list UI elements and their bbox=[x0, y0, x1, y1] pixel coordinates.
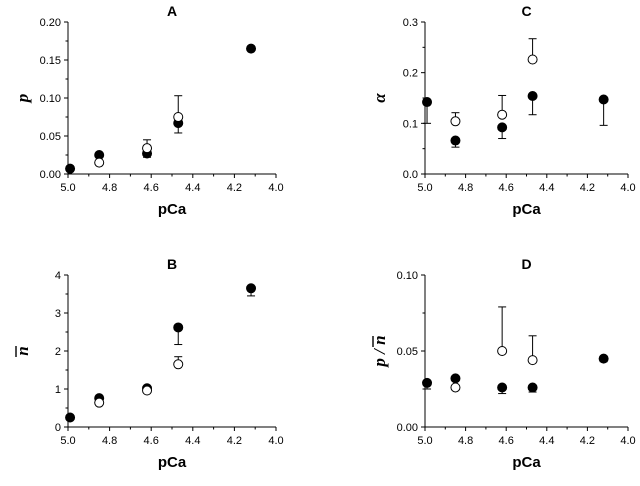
data-point-open bbox=[527, 54, 538, 65]
data-point-filled bbox=[246, 283, 257, 294]
panel-title: B bbox=[167, 256, 177, 272]
data-point-open bbox=[173, 359, 184, 370]
x-tick-label: 5.0 bbox=[60, 435, 75, 447]
y-tick-label: 0.05 bbox=[40, 131, 61, 143]
y-axis-label: p / n bbox=[370, 335, 389, 368]
x-tick-label: 4.6 bbox=[144, 435, 159, 447]
y-tick-label: 1 bbox=[55, 384, 61, 396]
x-axis-label: pCa bbox=[512, 201, 541, 218]
data-point-filled bbox=[65, 412, 76, 423]
data-point-open bbox=[94, 157, 105, 168]
x-tick-label: 4.6 bbox=[144, 182, 159, 194]
x-tick-label: 4.0 bbox=[620, 182, 635, 194]
data-point-filled bbox=[173, 322, 184, 333]
data-point-open bbox=[173, 112, 184, 122]
x-tick-label: 4.0 bbox=[268, 182, 283, 194]
x-tick-label: 5.0 bbox=[417, 182, 432, 194]
x-tick-label: 5.0 bbox=[60, 182, 75, 194]
y-tick-label: 0.0 bbox=[403, 169, 418, 181]
y-tick-label: 0.20 bbox=[40, 17, 61, 29]
x-tick-label: 4.2 bbox=[580, 435, 595, 447]
panel-a: 5.0 4.8 4.6 4.4 4.2 4.0 0.00 0.05 0.10 0.15 0.20 Ap… bbox=[13, 3, 284, 218]
x-tick-label: 4.4 bbox=[185, 435, 200, 447]
y-tick-label: 2 bbox=[55, 346, 61, 358]
data-point-open bbox=[450, 382, 461, 393]
data-point-filled bbox=[598, 353, 609, 364]
y-axis-label: α bbox=[370, 93, 389, 103]
data-point-open bbox=[497, 109, 508, 120]
data-point-filled bbox=[497, 122, 508, 133]
data-point-filled bbox=[422, 377, 433, 388]
data-point-open bbox=[94, 397, 105, 408]
data-point-open bbox=[142, 385, 153, 396]
x-tick-label: 4.8 bbox=[102, 435, 117, 447]
data-point-filled bbox=[422, 97, 433, 108]
y-tick-label: 4 bbox=[55, 270, 61, 282]
data-point-filled bbox=[598, 94, 609, 105]
data-point-filled bbox=[450, 373, 461, 384]
data-point-filled bbox=[246, 43, 257, 54]
y-tick-label: 0.00 bbox=[397, 422, 418, 434]
y-axis-label: n bbox=[13, 346, 32, 355]
x-tick-label: 4.6 bbox=[499, 182, 514, 194]
y-tick-label: 0.2 bbox=[403, 68, 418, 80]
x-axis-label: pCa bbox=[158, 454, 187, 471]
y-tick-label: 0 bbox=[55, 422, 61, 434]
x-tick-label: 4.8 bbox=[458, 435, 473, 447]
y-axis-label: p bbox=[13, 94, 32, 105]
x-tick-label: 4.2 bbox=[227, 435, 242, 447]
x-tick-label: 4.0 bbox=[620, 435, 635, 447]
panel-title: C bbox=[521, 3, 531, 19]
panel-title: A bbox=[167, 3, 177, 19]
data-point-open bbox=[142, 143, 153, 154]
y-tick-label: 0.1 bbox=[403, 118, 418, 130]
y-tick-label: 0.3 bbox=[403, 17, 418, 29]
data-point-open bbox=[497, 346, 508, 356]
data-point-open bbox=[527, 355, 538, 366]
x-tick-label: 4.0 bbox=[268, 435, 283, 447]
data-point-filled bbox=[527, 90, 538, 101]
y-tick-label: 0.00 bbox=[40, 169, 61, 181]
x-tick-label: 4.8 bbox=[458, 182, 473, 194]
data-point-filled bbox=[450, 135, 461, 146]
y-tick-label: 3 bbox=[55, 308, 61, 320]
x-tick-label: 4.4 bbox=[539, 435, 554, 447]
x-axis-label: pCa bbox=[512, 454, 541, 471]
x-tick-label: 4.2 bbox=[580, 182, 595, 194]
y-tick-label: 0.10 bbox=[40, 93, 61, 105]
x-tick-label: 4.8 bbox=[102, 182, 117, 194]
x-tick-label: 4.4 bbox=[185, 182, 200, 194]
data-point-open bbox=[450, 116, 461, 127]
x-tick-label: 5.0 bbox=[417, 435, 432, 447]
x-tick-label: 4.4 bbox=[539, 182, 554, 194]
y-tick-label: 0.15 bbox=[40, 55, 61, 67]
data-point-filled bbox=[497, 382, 508, 393]
x-tick-label: 4.6 bbox=[499, 435, 514, 447]
panel-title: D bbox=[521, 256, 531, 272]
x-axis-label: pCa bbox=[158, 201, 187, 218]
y-tick-label: 0.05 bbox=[397, 346, 418, 358]
x-tick-label: 4.2 bbox=[227, 182, 242, 194]
data-point-filled bbox=[527, 382, 538, 393]
y-tick-label: 0.10 bbox=[397, 270, 418, 282]
data-point-filled bbox=[65, 163, 76, 174]
